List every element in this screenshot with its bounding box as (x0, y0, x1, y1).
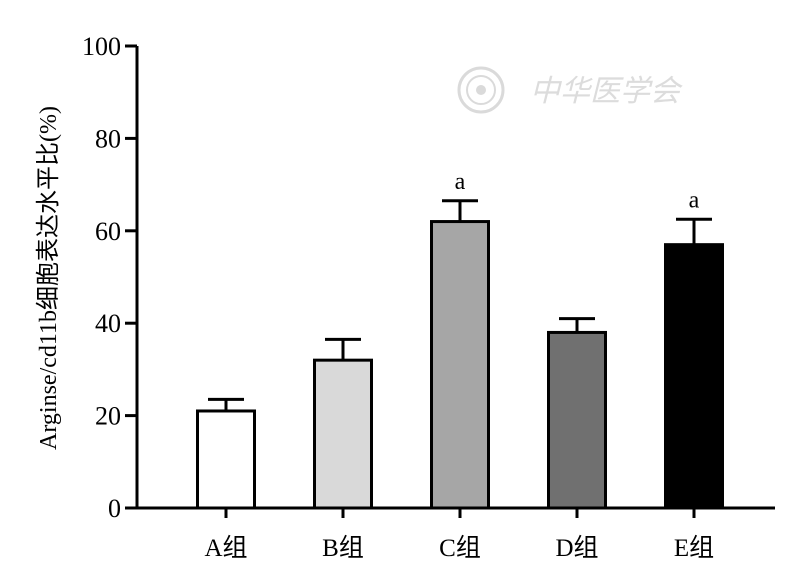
society-seal-icon (457, 66, 505, 114)
error-bar (325, 337, 361, 361)
y-tick-label: 60 (95, 217, 121, 246)
error-bars (208, 199, 712, 411)
y-tick-label: 100 (82, 32, 121, 61)
watermark-text: 中华医学会 (530, 74, 683, 109)
annotations: aa (455, 169, 700, 213)
y-tick-label: 40 (95, 309, 121, 338)
x-tick-label: E组 (674, 534, 714, 562)
bar (196, 409, 256, 510)
x-tick-label: C组 (439, 534, 481, 562)
y-axis-label: Arginse/cd11b细胞表达水平比(%) (35, 106, 62, 450)
x-tick-label: A组 (204, 534, 247, 562)
error-bar (208, 397, 244, 411)
bars (196, 220, 724, 510)
y-tick-label: 20 (95, 402, 121, 431)
y-tick-label: 0 (108, 494, 121, 523)
bar (313, 358, 373, 510)
error-bar (559, 317, 595, 333)
x-tick-label: B组 (322, 534, 364, 562)
significance-label: a (455, 169, 466, 195)
error-bar (676, 217, 712, 245)
significance-label: a (689, 187, 700, 213)
x-tick-labels: A组 B组 C组 D组 E组 (204, 534, 714, 562)
y-tick-labels: 0 20 40 60 80 100 (82, 32, 121, 523)
bar (547, 330, 607, 510)
bar (430, 220, 490, 510)
error-bar (442, 199, 478, 222)
y-tick-label: 80 (95, 124, 121, 153)
bar (664, 243, 724, 510)
watermark: 中华医学会 (457, 66, 683, 114)
x-tick-label: D组 (555, 534, 598, 562)
